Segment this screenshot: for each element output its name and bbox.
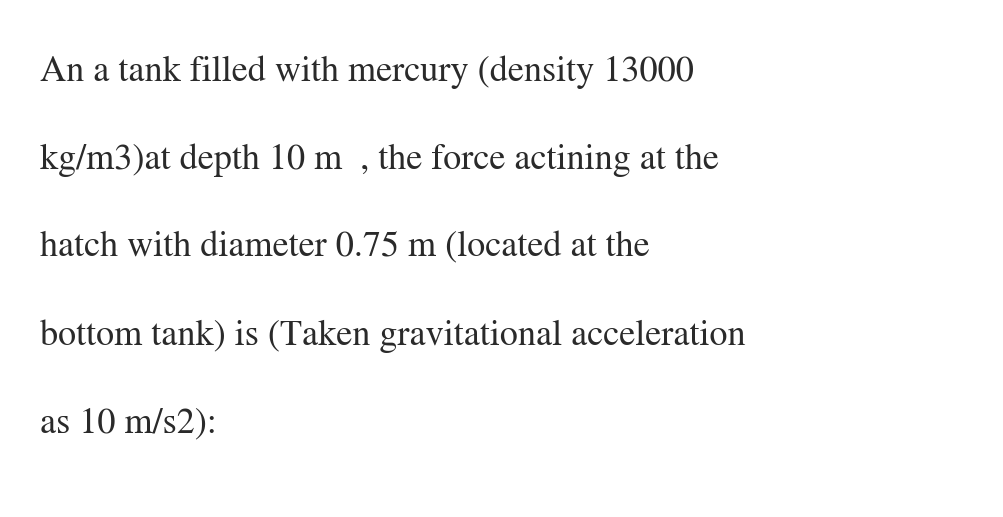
Text: hatch with diameter 0.75 m (located at the: hatch with diameter 0.75 m (located at t… (40, 231, 649, 264)
Text: bottom tank) is (Taken gravitational acceleration: bottom tank) is (Taken gravitational acc… (40, 319, 745, 353)
Text: as 10 m/s2):: as 10 m/s2): (40, 407, 217, 440)
Text: kg/m3)at depth 10 m  , the force actining at the: kg/m3)at depth 10 m , the force actining… (40, 143, 718, 177)
Text: An a tank filled with mercury (density 13000: An a tank filled with mercury (density 1… (40, 55, 693, 89)
